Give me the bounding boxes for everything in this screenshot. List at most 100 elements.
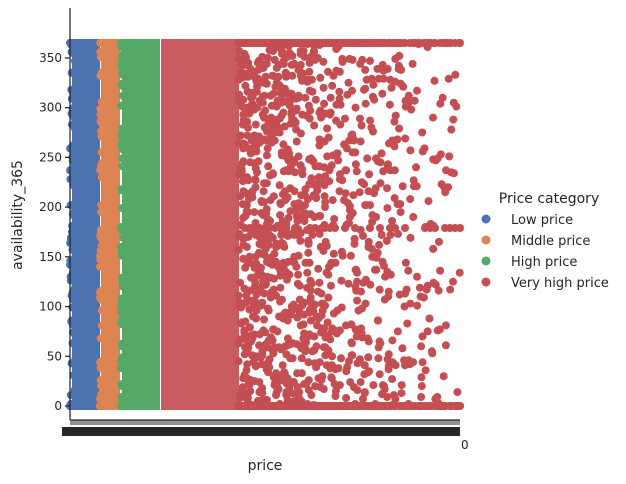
data-point-very-high-price	[404, 266, 413, 275]
data-point-very-high-price	[292, 262, 301, 271]
data-point-very-high-price	[456, 224, 464, 232]
data-point-very-high-price	[270, 274, 278, 283]
data-point-very-high-price	[300, 52, 309, 61]
legend-marker	[481, 256, 491, 266]
data-point-very-high-price	[317, 376, 326, 385]
data-point-very-high-price	[423, 281, 432, 290]
y-tick-label: 250	[39, 150, 62, 164]
data-point-very-high-price	[353, 277, 361, 286]
data-point-very-high-price	[387, 83, 396, 92]
data-point-very-high-price	[288, 51, 297, 60]
data-point-very-high-price	[243, 360, 252, 369]
data-point-very-high-price	[333, 149, 342, 158]
data-point-very-high-price	[455, 268, 464, 277]
data-point-very-high-price	[266, 217, 275, 225]
data-point-low-price	[69, 88, 78, 97]
y-tick-label: 350	[39, 51, 62, 65]
data-point-middle-price	[97, 208, 106, 217]
data-point-very-high-price	[319, 385, 328, 394]
data-point-very-high-price	[296, 129, 305, 138]
data-point-very-high-price	[341, 166, 350, 175]
data-point-very-high-price	[290, 187, 299, 196]
data-point-very-high-price	[427, 347, 436, 356]
data-point-very-high-price	[271, 379, 279, 388]
data-point-very-high-price	[436, 266, 445, 275]
data-point-low-price	[71, 189, 80, 198]
data-point-very-high-price	[342, 394, 351, 402]
data-point-low-price	[68, 157, 77, 166]
data-point-very-high-price	[303, 195, 312, 204]
data-point-very-high-price	[312, 342, 321, 351]
data-point-very-high-price	[337, 303, 346, 312]
data-point-low-price	[67, 39, 76, 47]
data-point-very-high-price	[297, 354, 306, 363]
data-point-very-high-price	[251, 175, 260, 184]
data-point-very-high-price	[258, 98, 267, 107]
data-point-very-high-price	[239, 95, 248, 104]
data-point-very-high-price	[357, 178, 366, 187]
data-point-very-high-price	[351, 160, 360, 169]
data-point-very-high-price	[371, 184, 380, 193]
data-point-very-high-price	[296, 229, 305, 237]
data-point-very-high-price	[304, 101, 313, 110]
data-point-low-price	[68, 222, 77, 230]
data-point-very-high-price	[269, 170, 277, 179]
data-point-very-high-price	[406, 195, 415, 204]
data-point-very-high-price	[349, 135, 358, 144]
data-point-very-high-price	[258, 384, 267, 393]
data-point-middle-price	[96, 117, 105, 126]
data-point-very-high-price	[283, 275, 291, 284]
data-point-very-high-price	[335, 87, 344, 96]
data-point-very-high-price	[260, 198, 269, 207]
data-point-high-price	[117, 318, 126, 327]
data-point-very-high-price	[264, 240, 273, 249]
data-point-high-price	[117, 247, 126, 256]
data-point-very-high-price	[383, 184, 391, 193]
data-point-very-high-price	[311, 300, 319, 309]
data-point-very-high-price	[434, 286, 443, 295]
data-point-very-high-price	[236, 278, 245, 287]
legend-marker	[481, 214, 491, 224]
data-point-very-high-price	[270, 136, 279, 145]
data-point-very-high-price	[398, 182, 407, 191]
data-point-very-high-price	[361, 84, 370, 93]
data-point-very-high-price	[413, 272, 421, 281]
data-point-very-high-price	[301, 93, 310, 102]
data-point-very-high-price	[364, 353, 373, 362]
data-point-very-high-price	[251, 183, 260, 192]
data-point-very-high-price	[257, 263, 265, 272]
data-point-very-high-price	[304, 248, 313, 257]
data-point-very-high-price	[446, 285, 455, 294]
data-point-very-high-price	[283, 316, 292, 325]
data-point-very-high-price	[308, 230, 317, 239]
data-point-middle-price	[97, 241, 106, 250]
data-point-middle-price	[96, 376, 105, 385]
data-point-very-high-price	[375, 285, 384, 294]
data-point-very-high-price	[311, 95, 320, 104]
data-point-very-high-price	[296, 236, 305, 245]
data-point-very-high-price	[310, 121, 319, 130]
data-point-very-high-price	[356, 378, 365, 387]
data-point-very-high-price	[283, 193, 292, 202]
data-point-high-price	[118, 162, 127, 171]
data-point-very-high-price	[268, 336, 277, 345]
data-point-very-high-price	[353, 268, 362, 277]
data-point-low-price	[70, 254, 78, 263]
data-point-very-high-price	[351, 103, 360, 112]
data-point-middle-price	[97, 97, 106, 106]
data-point-very-high-price	[383, 393, 392, 401]
data-point-very-high-price	[247, 191, 256, 200]
data-point-very-high-price	[317, 289, 326, 298]
data-point-high-price	[118, 402, 127, 410]
data-point-very-high-price	[263, 144, 272, 153]
data-point-very-high-price	[331, 387, 340, 396]
data-point-very-high-price	[376, 179, 385, 188]
data-point-very-high-price	[336, 120, 345, 129]
data-point-very-high-price	[244, 72, 253, 81]
data-point-very-high-price	[334, 156, 343, 165]
data-point-very-high-price	[234, 291, 243, 300]
data-point-very-high-price	[305, 114, 314, 123]
data-point-high-price	[117, 186, 126, 195]
data-point-high-price	[117, 380, 126, 389]
data-point-very-high-price	[404, 91, 413, 100]
